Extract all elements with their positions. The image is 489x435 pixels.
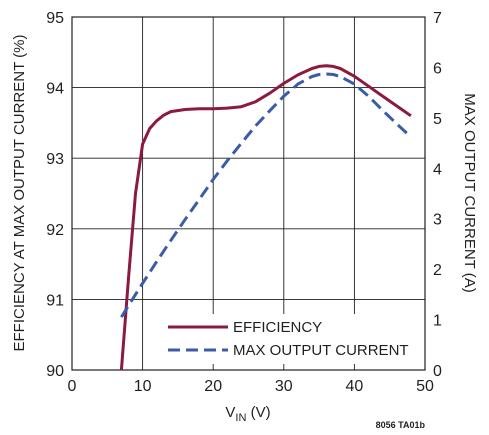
x-tick-label-1: 10 [134,378,152,395]
y-left-tick-label-2: 92 [46,222,64,239]
y-right-tick-label-7: 7 [433,10,442,27]
series-lines [119,64,412,370]
series-line-efficiency [119,64,412,370]
y-right-axis-title: MAX OUTPUT CURRENT (A) [461,93,478,292]
y-right-tick-label-5: 5 [433,111,442,128]
y-left-tick-label-0: 90 [46,363,64,380]
y-left-tick-labels: 90 91 92 93 94 95 [46,10,64,380]
y-right-tick-label-3: 3 [433,212,442,229]
x-axis-title-unit: (V) [246,404,270,421]
y-left-tick-label-5: 95 [46,10,64,27]
x-tick-label-4: 40 [346,378,364,395]
legend-label-efficiency: EFFICIENCY [233,319,322,336]
y-left-tick-label-4: 94 [46,81,64,98]
x-axis-title: VIN (V) [225,404,270,424]
y-right-tick-label-1: 1 [433,313,442,330]
y-right-tick-label-0: 0 [433,363,442,380]
legend-background [163,314,422,364]
x-tick-label-2: 20 [204,378,222,395]
y-left-axis-title: EFFICIENCY AT MAX OUTPUT CURRENT (%) [11,35,28,352]
y-left-tick-label-1: 91 [46,292,64,309]
x-tick-label-3: 30 [275,378,293,395]
x-axis-title-subscript: IN [235,412,246,424]
plot-frame [71,16,426,371]
x-axis-title-main: V [225,404,235,421]
y-right-tick-label-2: 2 [433,262,442,279]
x-tick-labels: 0 10 20 30 40 50 [68,378,434,395]
x-tick-label-0: 0 [68,378,77,395]
figure-reference: 8056 TA01b [376,420,426,430]
y-right-tick-label-4: 4 [433,161,442,178]
y-right-tick-labels: 0 1 2 3 4 5 6 7 [433,10,442,380]
legend-label-max-output-current: MAX OUTPUT CURRENT [233,342,409,359]
legend: EFFICIENCY MAX OUTPUT CURRENT [163,314,422,364]
series-line-max-output-current [120,72,412,318]
y-right-tick-label-6: 6 [433,60,442,77]
x-tick-label-5: 50 [416,378,434,395]
y-left-tick-label-3: 93 [46,151,64,168]
